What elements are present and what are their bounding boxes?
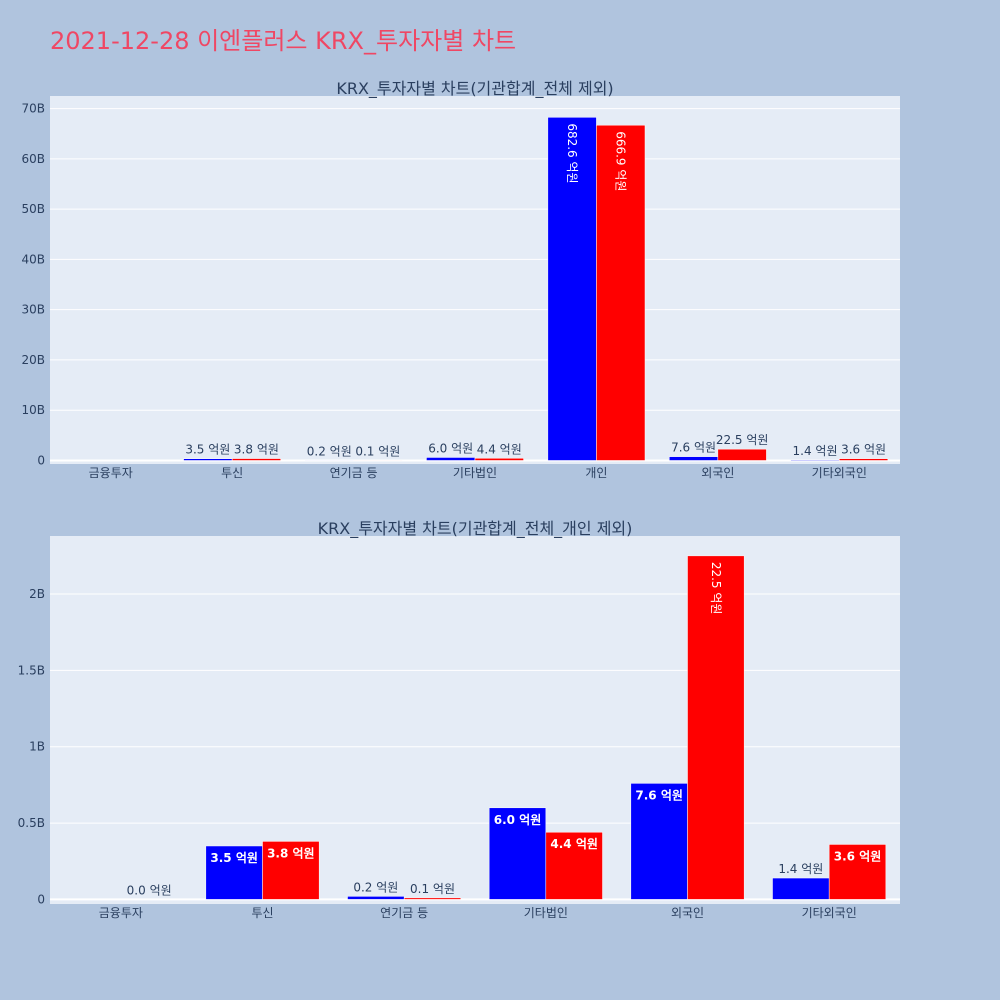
data-label: 3.8 억원 bbox=[234, 443, 279, 457]
bar bbox=[630, 783, 688, 900]
bar bbox=[687, 555, 745, 900]
data-label: 3.6 억원 bbox=[841, 443, 886, 457]
bar bbox=[183, 458, 233, 461]
data-label: 0.2 억원 bbox=[307, 444, 352, 458]
x-tick-label: 연기금 등 bbox=[330, 466, 378, 480]
y-tick-label: 30B bbox=[21, 303, 45, 317]
x-tick-label: 투신 bbox=[251, 906, 273, 920]
data-label: 7.6 억원 bbox=[635, 788, 683, 802]
bar bbox=[403, 897, 462, 900]
y-tick-label: 0 bbox=[37, 892, 45, 906]
data-label: 3.5 억원 bbox=[185, 443, 230, 457]
data-label: 0.1 억원 bbox=[410, 882, 455, 896]
chart-title: KRX_투자자별 차트(기관합계_전체 제외) bbox=[336, 79, 613, 99]
data-label: 3.6 억원 bbox=[834, 849, 882, 863]
y-tick-label: 20B bbox=[21, 353, 45, 367]
y-tick-label: 40B bbox=[21, 252, 45, 266]
data-label: 682.6 억원 bbox=[565, 123, 579, 183]
x-tick-label: 기타법인 bbox=[524, 906, 568, 920]
y-tick-label: 1.5B bbox=[18, 663, 45, 677]
bar bbox=[772, 877, 830, 900]
bar bbox=[790, 459, 840, 461]
chart-title: KRX_투자자별 차트(기관합계_전체_개인 제외) bbox=[318, 519, 633, 539]
x-tick-label: 기타외국인 bbox=[812, 466, 867, 480]
y-tick-label: 0.5B bbox=[18, 816, 45, 830]
x-tick-label: 투신 bbox=[221, 466, 243, 480]
x-tick-label: 금융투자 bbox=[89, 466, 133, 480]
data-label: 666.9 억원 bbox=[614, 131, 628, 191]
data-label: 3.5 억원 bbox=[210, 851, 258, 865]
bar bbox=[231, 458, 281, 461]
bar bbox=[474, 458, 524, 461]
x-tick-label: 외국인 bbox=[701, 466, 734, 480]
bar bbox=[545, 831, 603, 900]
y-tick-label: 70B bbox=[21, 102, 45, 116]
y-tick-label: 2B bbox=[29, 587, 45, 601]
x-tick-label: 기타법인 bbox=[453, 466, 497, 480]
x-tick-label: 개인 bbox=[585, 466, 607, 480]
data-label: 1.4 억원 bbox=[793, 444, 838, 458]
chart-investor-excl-individual: 0 0.5B 1B 1.5B 2B KRX_투자자별 차트(기관합계_전체_개인 제외) 금… bbox=[18, 519, 900, 920]
bar bbox=[488, 807, 547, 900]
data-label: 6.0 억원 bbox=[494, 813, 542, 827]
y-tick-label: 10B bbox=[21, 403, 45, 417]
y-tick-label: 60B bbox=[21, 152, 45, 166]
x-tick-label: 연기금 등 bbox=[380, 906, 428, 920]
data-label: 4.4 억원 bbox=[477, 442, 522, 456]
data-label: 7.6 억원 bbox=[671, 441, 716, 455]
chart-investor-all: 0 10B 20B 30B 40B 50B 60B 70B KRX_투자자별 차트(기관합계_전… bbox=[21, 79, 900, 480]
bar bbox=[669, 456, 719, 461]
plot-area bbox=[50, 96, 900, 464]
bar bbox=[717, 448, 767, 461]
y-tick-label: 50B bbox=[21, 202, 45, 216]
page-title: 2021-12-28 이엔플러스 KRX_투자자별 차트 bbox=[50, 27, 516, 55]
data-label: 0.0 억원 bbox=[127, 883, 172, 897]
bar bbox=[596, 124, 646, 461]
data-label: 3.8 억원 bbox=[267, 846, 315, 860]
y-tick-label: 1B bbox=[29, 740, 45, 754]
data-label: 4.4 억원 bbox=[550, 837, 598, 851]
data-label: 22.5 억원 bbox=[716, 433, 769, 447]
y-tick-label: 0 bbox=[37, 453, 45, 467]
x-tick-label: 기타외국인 bbox=[802, 906, 857, 920]
data-label: 0.1 억원 bbox=[355, 444, 400, 458]
bar bbox=[347, 896, 405, 900]
data-label: 0.2 억원 bbox=[353, 880, 398, 894]
plot-area bbox=[50, 536, 900, 904]
bar bbox=[426, 457, 476, 461]
data-label: 1.4 억원 bbox=[778, 862, 823, 876]
x-tick-label: 금융투자 bbox=[99, 906, 143, 920]
bar bbox=[262, 841, 320, 900]
bar bbox=[547, 117, 597, 461]
data-label: 22.5 억원 bbox=[709, 562, 723, 615]
data-label: 6.0 억원 bbox=[428, 441, 473, 455]
bar bbox=[205, 845, 263, 900]
bar bbox=[839, 458, 889, 461]
x-tick-label: 외국인 bbox=[671, 906, 704, 920]
bar bbox=[828, 844, 887, 900]
